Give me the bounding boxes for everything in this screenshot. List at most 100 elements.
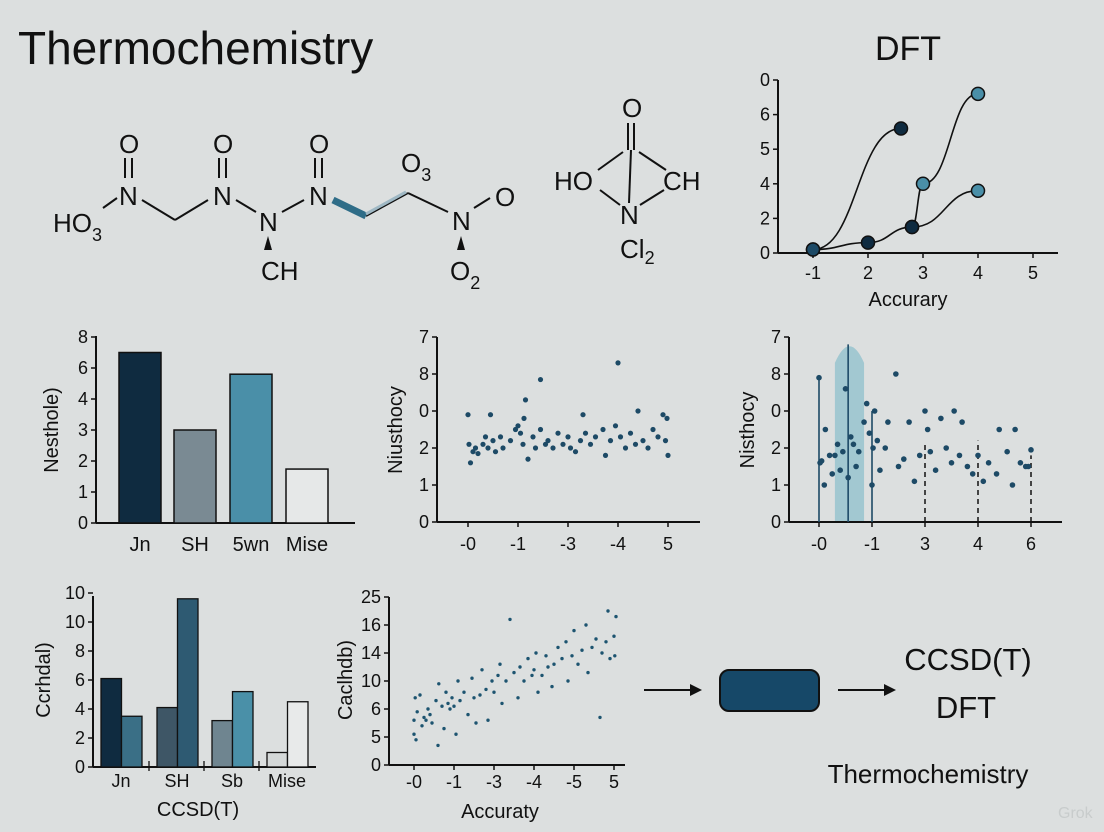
y-tick-label: 2 bbox=[75, 728, 85, 748]
x-tick-label: 2 bbox=[863, 263, 873, 283]
y-tick-label: 8 bbox=[75, 641, 85, 661]
scatter-point bbox=[452, 704, 456, 708]
x-tick-label: -3 bbox=[560, 534, 576, 554]
watermark: Grok bbox=[1058, 805, 1094, 822]
scatter-point bbox=[959, 419, 965, 425]
scatter-point bbox=[607, 438, 614, 444]
scatter-point bbox=[546, 665, 550, 669]
atom-label: Cl2 bbox=[620, 234, 655, 268]
atom-text: HO bbox=[53, 208, 92, 238]
category-label: Jn bbox=[129, 534, 150, 556]
scatter-point bbox=[969, 471, 976, 477]
bond bbox=[638, 151, 667, 171]
bond bbox=[407, 192, 449, 213]
scatter-point bbox=[415, 710, 419, 714]
scatter-point bbox=[474, 721, 478, 725]
scatter-point bbox=[530, 434, 536, 440]
scatter-point bbox=[532, 668, 536, 672]
scatter-point bbox=[622, 445, 629, 451]
scatter-point bbox=[927, 448, 934, 455]
category-label: 5wn bbox=[233, 534, 270, 556]
y-tick-label: 14 bbox=[361, 643, 381, 663]
y-tick-label: 2 bbox=[760, 208, 770, 228]
atom-label: O2 bbox=[450, 256, 480, 293]
scatter-point bbox=[475, 450, 481, 457]
x-tick-label: 3 bbox=[918, 263, 928, 283]
scatter-point bbox=[832, 452, 838, 459]
scatter-point bbox=[869, 482, 875, 488]
dft-chart-xlabel: Accurary bbox=[869, 289, 948, 311]
bond bbox=[597, 151, 624, 171]
scatter-point bbox=[602, 452, 609, 458]
atom-text: O bbox=[401, 148, 421, 178]
scatter-point bbox=[600, 651, 604, 655]
y-tick-label: 0 bbox=[78, 513, 88, 533]
scatter-point bbox=[526, 656, 530, 661]
atom-text: O bbox=[450, 256, 470, 286]
y-tick-label: 10 bbox=[361, 671, 381, 691]
y-tick-label: 7 bbox=[419, 327, 429, 347]
scatter-point bbox=[818, 458, 825, 464]
scatter-point bbox=[467, 460, 474, 466]
scatter-point bbox=[906, 419, 912, 425]
scatter-point bbox=[938, 415, 944, 422]
scatter-point bbox=[964, 463, 971, 470]
x-tick-label: -0 bbox=[460, 534, 476, 554]
bond bbox=[141, 199, 176, 221]
scatter-point bbox=[544, 654, 548, 658]
scatter-point bbox=[437, 682, 441, 686]
x-tick-label: 6 bbox=[1026, 534, 1036, 554]
scatter-point bbox=[446, 701, 450, 706]
x-tick-label: 5 bbox=[1028, 263, 1038, 283]
scatter-point bbox=[496, 673, 500, 678]
scatter-point bbox=[606, 609, 610, 613]
bar-sb-1 bbox=[211, 719, 234, 768]
scatter-chart: 0 1 2 0 8 7 -0 -1 -3 -4 5 bbox=[419, 327, 700, 554]
scatter-point bbox=[853, 463, 859, 470]
flow-diagram: CCSD(T) DFT Thermochemistry bbox=[644, 642, 1032, 789]
scatter-point bbox=[484, 687, 488, 692]
bar-chart: 0 1 2 3 4 6 8 Jn SH 5wn Mise bbox=[78, 327, 355, 556]
y-tick-label: 1 bbox=[419, 475, 429, 495]
scatter-point bbox=[556, 645, 560, 650]
scatter-point bbox=[592, 434, 599, 440]
scatter-point bbox=[996, 426, 1002, 433]
scatter-point bbox=[980, 478, 987, 485]
scatter-point bbox=[458, 698, 462, 703]
category-label: Mise bbox=[268, 771, 306, 791]
bar-jn bbox=[118, 351, 162, 524]
scatter-point bbox=[993, 471, 1000, 477]
scatter-point bbox=[580, 412, 586, 418]
subscript: 3 bbox=[421, 165, 431, 185]
scatter-point bbox=[564, 640, 568, 644]
dft-line-chart: 0 2 4 5 6 0 -1 2 3 4 5 bbox=[760, 70, 1058, 283]
x-tick-label: -4 bbox=[610, 534, 626, 554]
scatter-point bbox=[632, 441, 639, 447]
trend-scatter-chart: 0 5 6 10 14 16 25 -0 -1 -3 -4 -5 5 bbox=[361, 587, 625, 792]
scatter-point bbox=[480, 441, 486, 447]
scatter-point bbox=[635, 408, 641, 414]
category-label: Sb bbox=[221, 771, 243, 791]
scatter-point bbox=[470, 449, 476, 455]
scatter-point bbox=[613, 654, 617, 658]
scatter-point bbox=[472, 445, 479, 451]
scatter-point bbox=[456, 679, 460, 683]
y-tick-label: 10 bbox=[65, 583, 85, 603]
scatter-point bbox=[842, 386, 849, 392]
scatter-point bbox=[608, 656, 612, 661]
scatter-point bbox=[490, 438, 496, 444]
scatter-point bbox=[485, 445, 491, 451]
scatter-point bbox=[512, 426, 519, 433]
scatter-point bbox=[542, 441, 549, 447]
bond bbox=[281, 199, 305, 213]
scatter-point bbox=[848, 434, 854, 440]
trend-scatter-ylabel: Caclhdb) bbox=[335, 640, 357, 720]
scatter-point bbox=[1004, 448, 1010, 455]
y-tick-label: 0 bbox=[771, 401, 781, 421]
scatter-point bbox=[536, 690, 540, 694]
scatter-point bbox=[645, 445, 651, 451]
scatter-point bbox=[418, 693, 422, 697]
atom-label: N bbox=[620, 200, 639, 230]
scatter-point bbox=[1012, 426, 1018, 433]
